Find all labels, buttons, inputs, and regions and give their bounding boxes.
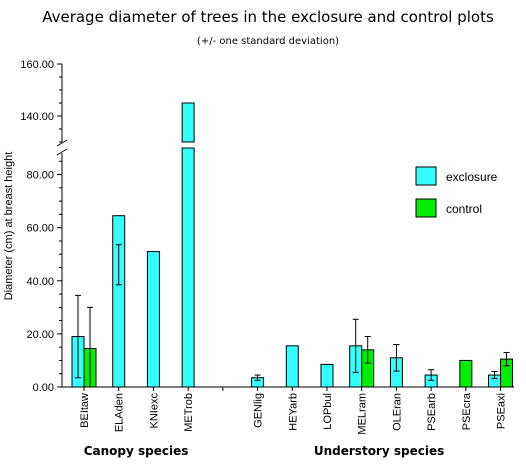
bar-control (459, 359, 473, 388)
y-tick-label: 60.00 (26, 223, 54, 235)
legend-label-control: control (446, 202, 482, 216)
bar-exclosure (181, 147, 195, 388)
axis-break-mark (56, 139, 68, 147)
x-tick-label: GENlig (253, 393, 265, 428)
y-tick-label: 140.00 (20, 111, 54, 123)
bar-exclosure (285, 345, 299, 388)
x-tick-label: METrob (183, 393, 195, 432)
legend-swatch-control (415, 198, 437, 218)
plot-area: 0.00 20.00 40.00 60.00 80.00 140.00 160.00 BEIt… (20, 59, 514, 458)
bar-exclosure (181, 102, 195, 143)
x-tick-label: PSEaxi (496, 393, 508, 429)
group-label: Canopy species (84, 444, 189, 458)
x-tick-label: MELram (357, 393, 369, 435)
y-axis-label: Diameter (cm) at breast height (3, 152, 15, 301)
y-tick-label: 0.00 (33, 382, 54, 394)
legend: exclosure control (415, 166, 498, 218)
x-tick-label: ELAden (114, 393, 126, 432)
legend-swatch-exclosure (415, 166, 437, 186)
group-label: Understory species (314, 444, 444, 458)
axis-break-mark (56, 148, 68, 156)
x-tick-label: PSEarb (426, 393, 438, 431)
x-tick-label: OLEran (391, 393, 403, 431)
bar-exclosure (146, 251, 160, 388)
legend-label-exclosure: exclosure (446, 170, 498, 184)
x-tick-label: PSEcra (461, 392, 473, 430)
x-tick-label: HEYarb (287, 393, 299, 431)
x-tick-label: BEItaw (79, 393, 91, 428)
bar-exclosure (112, 215, 126, 388)
x-tick-label: KNIexc (148, 393, 160, 429)
x-tick-label: LOPbul (322, 393, 334, 430)
y-tick-label: 160.00 (20, 59, 54, 71)
chart-title: Average diameter of trees in the exclosu… (42, 8, 494, 26)
bar-exclosure (320, 363, 334, 388)
y-tick-label: 20.00 (26, 329, 54, 341)
y-tick-label: 80.00 (26, 170, 54, 182)
y-tick-label: 40.00 (26, 276, 54, 288)
chart-subtitle: (+/- one standard deviation) (197, 36, 339, 47)
